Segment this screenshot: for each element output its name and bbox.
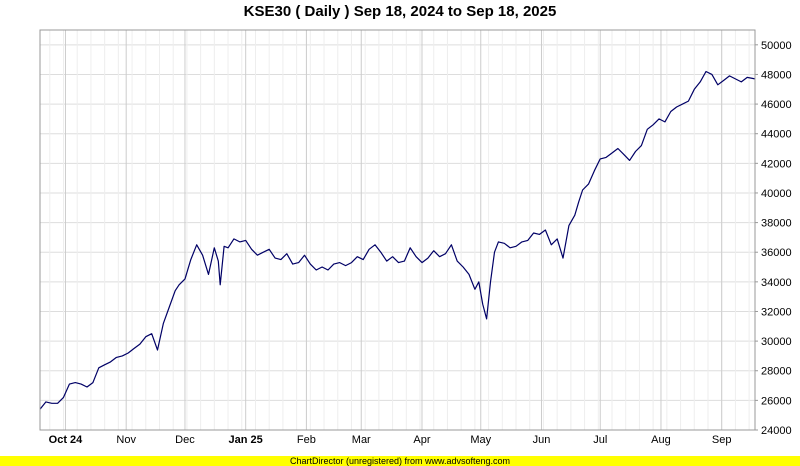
x-tick-label: Aug	[651, 434, 671, 446]
y-axis: 24000 26000 28000 30000 32000 34000 36000 38000…	[755, 40, 792, 437]
x-tick-label: Sep	[712, 434, 732, 446]
y-tick-label: 50000	[761, 40, 792, 52]
x-tick-label: Dec	[175, 434, 195, 446]
x-tick-label: Mar	[352, 434, 371, 446]
x-tick-label: Jun	[533, 434, 551, 446]
y-tick-label: 44000	[761, 129, 792, 141]
x-tick-label: Oct 24	[49, 434, 84, 446]
y-tick-label: 40000	[761, 188, 792, 200]
x-tick-label: Nov	[116, 434, 136, 446]
price-line	[39, 70, 756, 410]
y-tick-label: 28000	[761, 366, 792, 378]
x-tick-label: Jul	[593, 434, 607, 446]
y-tick-label: 26000	[761, 395, 792, 407]
y-tick-label: 34000	[761, 277, 792, 289]
x-tick-label: May	[470, 434, 491, 446]
footer-credit: ChartDirector (unregistered) from www.ad…	[289, 456, 511, 466]
y-tick-label: 48000	[761, 69, 792, 81]
x-axis: Oct 24 Nov Dec Jan 25 Feb Mar Apr May Jun Jul Aug S…	[49, 434, 732, 446]
y-tick-label: 24000	[761, 425, 792, 437]
plot-area	[39, 29, 756, 431]
y-tick-label: 38000	[761, 218, 792, 230]
x-tick-label: Apr	[413, 434, 430, 446]
chart-title: KSE30 ( Daily ) Sep 18, 2024 to Sep 18, …	[243, 3, 557, 20]
y-tick-label: 46000	[761, 99, 792, 111]
series-layer	[39, 70, 756, 410]
footer-bar	[0, 456, 800, 466]
x-tick-label: Jan 25	[229, 434, 263, 446]
grid-lines	[40, 30, 755, 430]
x-tick-label: Feb	[297, 434, 316, 446]
y-tick-label: 30000	[761, 336, 792, 348]
y-tick-label: 42000	[761, 158, 792, 170]
y-tick-label: 36000	[761, 247, 792, 259]
y-tick-label: 32000	[761, 306, 792, 318]
